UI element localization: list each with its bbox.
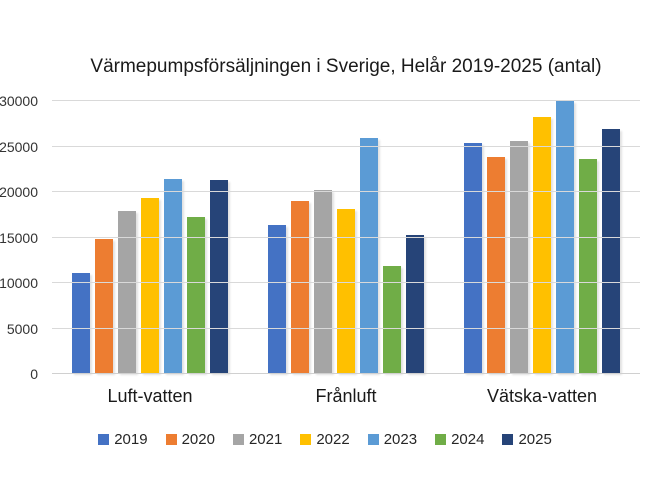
bar-2021-fr-nluft [314,190,332,373]
bar-2024-luft-vatten [187,217,205,373]
bar-2020-v-tska-vatten [487,157,505,373]
gridline [52,100,640,101]
bar-2024-v-tska-vatten [579,159,597,373]
y-axis-tick-label: 25000 [0,138,38,155]
legend-item-2025: 2025 [502,431,552,448]
bar-group-fr-nluft [248,100,444,373]
x-axis-category-row: Luft-vatten Frånluft Vätska-vatten [52,386,640,407]
category-label-v-tska-vatten: Vätska-vatten [486,386,598,406]
legend-item-2021: 2021 [232,431,283,448]
legend-swatch-icon [98,434,110,445]
legend-item-2024: 2024 [435,432,484,447]
legend-swatch-icon [232,434,244,445]
y-axis: 0 5000 10000 15000 20000 25000 30000 [0,94,38,381]
category-label-luft-vatten: Luft-vatten [107,386,193,406]
legend-swatch-icon [165,434,177,445]
bar-2020-fr-nluft [291,201,309,373]
legend-item-2023: 2023 [367,431,418,448]
plot-area [52,100,640,374]
bar-2019-fr-nluft [268,224,286,373]
category-label-fr-nluft: Frånluft [315,386,377,406]
legend-swatch-icon [367,434,379,445]
bar-2025-v-tska-vatten [602,129,620,373]
bar-2022-luft-vatten [141,198,159,373]
bar-2021-v-tska-vatten [510,140,528,373]
legend-item-2019: 2019 [98,431,148,448]
bar-groups-container [52,100,640,373]
gridline [52,236,640,238]
legend-swatch-icon [435,434,447,445]
gridline [52,282,640,283]
y-axis-tick-label: 10000 [0,275,38,291]
bar-2024-fr-nluft [383,265,401,373]
bar-2019-luft-vatten [72,272,90,373]
gridline [52,145,640,147]
y-axis-tick-label: 30000 [0,93,38,109]
bar-2021-luft-vatten [118,211,136,373]
bar-2020-luft-vatten [95,239,113,373]
legend: 2019 2020 2021 2022 2023 2024 2025 [0,432,650,447]
legend-label: 2021 [248,431,283,448]
y-axis-tick-label: 20000 [0,184,38,200]
legend-label: 2019 [114,431,148,448]
bar-2022-fr-nluft [337,209,355,373]
bar-2019-v-tska-vatten [464,142,482,373]
legend-swatch-icon [502,434,514,445]
y-axis-tick-label: 15000 [0,229,38,246]
y-axis-tick-label: 0 [30,366,38,382]
bar-2022-v-tska-vatten [533,117,551,373]
legend-label: 2020 [181,431,215,448]
bar-2025-fr-nluft [406,234,424,373]
bar-2025-luft-vatten [210,180,228,373]
legend-item-2022: 2022 [300,431,350,448]
legend-label: 2022 [316,431,350,448]
gridline [52,327,640,329]
legend-label: 2023 [383,431,418,448]
chart-title: Värmepumpsförsäljningen i Sverige, Helår… [90,56,602,77]
y-axis-tick-label: 5000 [6,320,38,337]
gridline [52,191,640,192]
x-axis-line [52,373,640,374]
bar-group-luft-vatten [52,100,248,373]
legend-label: 2025 [518,431,552,448]
bar-2023-fr-nluft [360,138,378,373]
legend-swatch-icon [300,434,312,445]
legend-label: 2024 [451,431,485,448]
legend-item-2020: 2020 [165,431,215,448]
bar-2023-luft-vatten [164,179,182,373]
